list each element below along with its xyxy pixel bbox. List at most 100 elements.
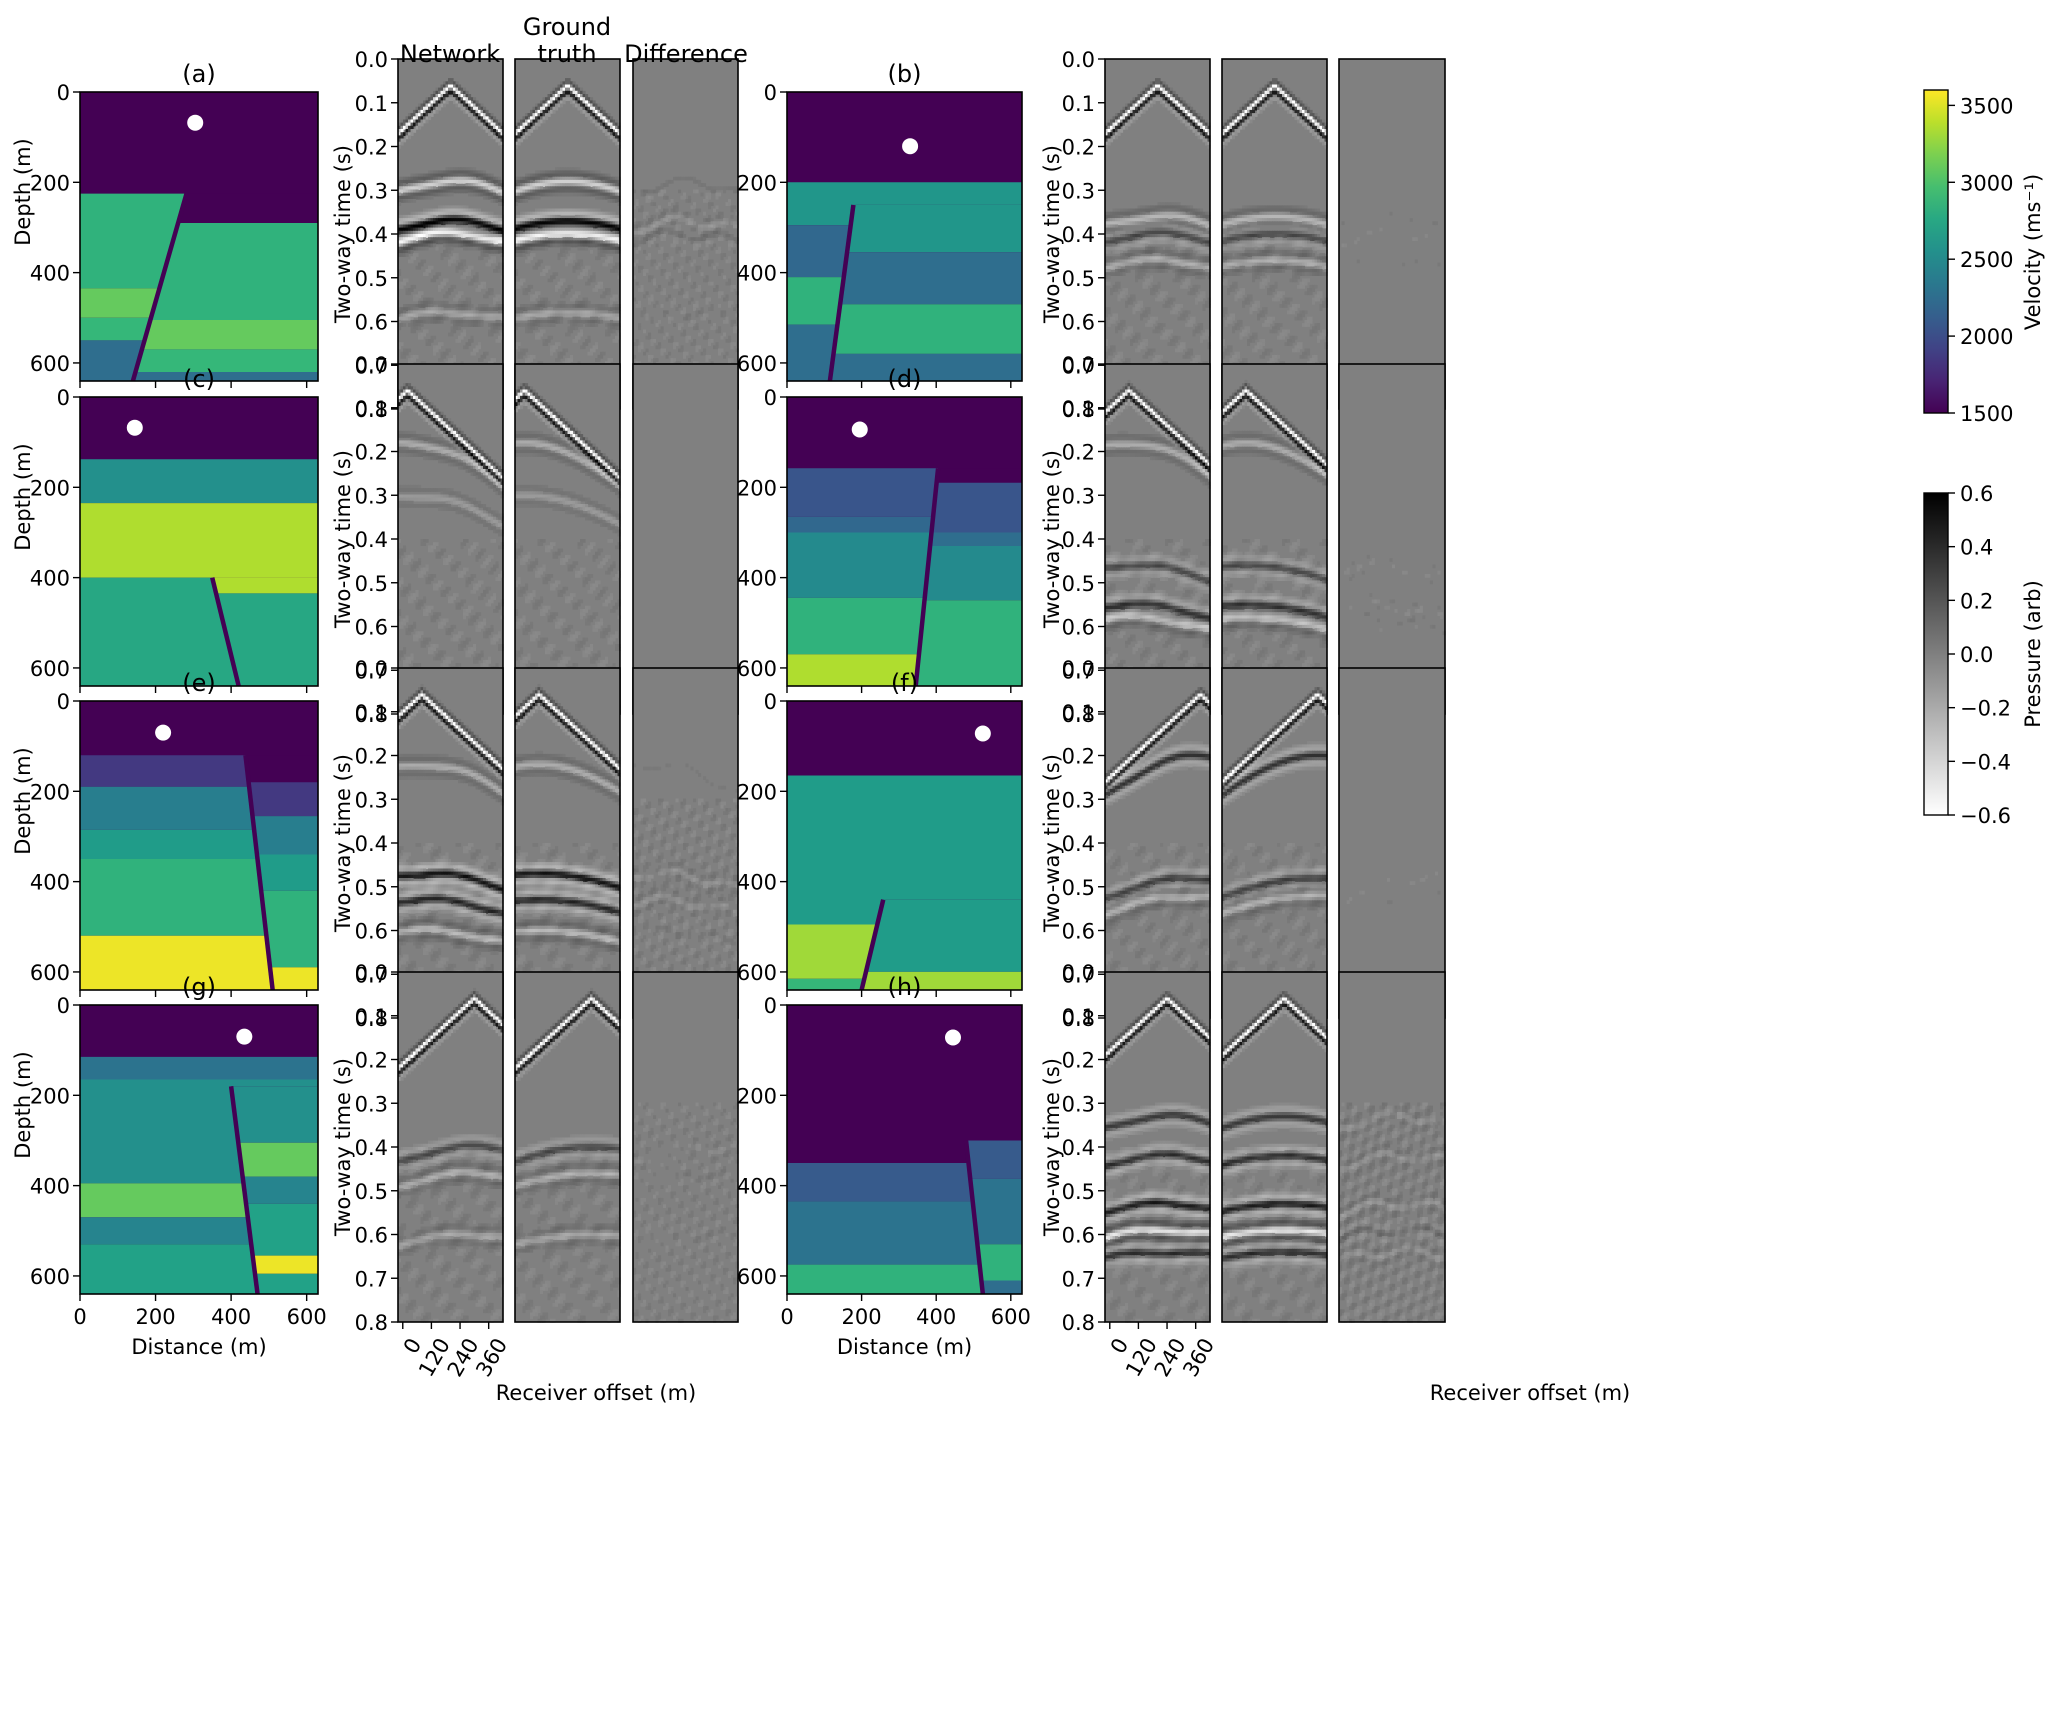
seismic-sample bbox=[648, 301, 651, 305]
seismic-sample bbox=[461, 266, 464, 270]
seismic-sample bbox=[456, 269, 459, 273]
time-tick-label: 0.3 bbox=[355, 179, 388, 203]
seismic-sample bbox=[683, 234, 686, 238]
seismic-sample bbox=[656, 266, 659, 270]
seismic-sample bbox=[600, 320, 603, 324]
seismic-sample bbox=[718, 295, 721, 299]
seismic-sample bbox=[595, 288, 598, 292]
seismic-sample bbox=[451, 333, 454, 337]
seismic-sample bbox=[481, 358, 484, 362]
seismic-sample bbox=[498, 269, 501, 273]
seismic-sample bbox=[491, 291, 494, 295]
seismic-sample bbox=[1115, 135, 1118, 139]
seismic-sample bbox=[483, 285, 486, 289]
seismic-sample bbox=[538, 336, 541, 340]
seismic-sample bbox=[696, 269, 699, 273]
seismic-sample bbox=[696, 212, 699, 216]
velocity-layer bbox=[80, 92, 318, 194]
seismic-sample bbox=[593, 279, 596, 283]
seismic-sample bbox=[575, 339, 578, 343]
seismic-sample bbox=[661, 304, 664, 308]
depth-axis-label: Depth (m) bbox=[11, 138, 35, 245]
velocity-layer bbox=[142, 320, 318, 349]
seismic-sample bbox=[458, 326, 461, 330]
seismic-sample bbox=[523, 253, 526, 257]
seismic-sample bbox=[471, 282, 474, 286]
seismic-sample bbox=[718, 272, 721, 276]
seismic-sample bbox=[600, 285, 603, 289]
seismic-sample bbox=[413, 199, 416, 203]
velocity-layer bbox=[830, 354, 1022, 381]
seismic-sample bbox=[451, 193, 454, 197]
seismic-sample bbox=[723, 190, 726, 194]
seismic-sample bbox=[643, 215, 646, 219]
seismic-sample bbox=[643, 352, 646, 356]
seismic-sample bbox=[718, 304, 721, 308]
seismic-sample bbox=[651, 320, 654, 324]
seismic-sample bbox=[588, 282, 591, 286]
seismic-sample bbox=[691, 263, 694, 267]
seismic-sample bbox=[530, 330, 533, 334]
source-marker bbox=[902, 138, 918, 154]
seismic-sample bbox=[585, 272, 588, 276]
seismic-sample bbox=[545, 342, 548, 346]
seismic-sample bbox=[413, 330, 416, 334]
seismic-sample bbox=[491, 333, 494, 337]
seismic-sample bbox=[446, 317, 449, 321]
seismic-sample bbox=[731, 345, 734, 349]
seismic-sample bbox=[553, 323, 556, 327]
seismic-sample bbox=[563, 295, 566, 299]
seismic-sample bbox=[721, 256, 724, 260]
seismic-sample bbox=[653, 304, 656, 308]
seismic-sample bbox=[498, 339, 501, 343]
seismic-sample bbox=[711, 307, 714, 311]
seismic-sample bbox=[701, 193, 704, 197]
seismic-sample bbox=[401, 285, 404, 289]
seismic-sample bbox=[555, 288, 558, 292]
seismic-sample bbox=[663, 256, 666, 260]
seismic-sample bbox=[661, 330, 664, 334]
seismic-sample bbox=[535, 266, 538, 270]
seismic-sample bbox=[708, 205, 711, 209]
seismic-sample bbox=[535, 326, 538, 330]
seismic-sample bbox=[428, 342, 431, 346]
seismic-sample bbox=[638, 326, 641, 330]
seismic-sample bbox=[421, 336, 424, 340]
seismic-sample bbox=[643, 272, 646, 276]
seismic-sample bbox=[708, 320, 711, 324]
seismic-sample bbox=[558, 256, 561, 260]
seismic-sample bbox=[496, 330, 499, 334]
time-tick-label: 0.2 bbox=[355, 136, 388, 160]
seismic-sample bbox=[731, 266, 734, 270]
seismic-sample bbox=[671, 180, 674, 184]
seismic-sample bbox=[648, 358, 651, 362]
seismic-sample bbox=[711, 282, 714, 286]
seismic-sample bbox=[476, 279, 479, 283]
seismic-sample bbox=[418, 126, 421, 130]
depth-tick-label: 400 bbox=[30, 262, 70, 286]
seismic-sample bbox=[703, 212, 706, 216]
seismic-sample bbox=[663, 314, 666, 318]
seismic-sample bbox=[528, 260, 531, 264]
seismic-sample bbox=[688, 199, 691, 203]
seismic-sample bbox=[466, 345, 469, 349]
time-tick-label: 0.4 bbox=[355, 223, 388, 247]
seismic-sample bbox=[696, 349, 699, 353]
source-marker bbox=[187, 115, 203, 131]
seismic-sample bbox=[580, 275, 583, 279]
seismic-sample bbox=[418, 266, 421, 270]
seismic-sample bbox=[560, 104, 563, 108]
seismic-sample bbox=[595, 323, 598, 327]
seismic-sample bbox=[543, 120, 546, 124]
seismic-sample bbox=[615, 298, 618, 302]
seismic-sample bbox=[648, 279, 651, 283]
seismic-sample bbox=[468, 272, 471, 276]
seismic-sample bbox=[663, 237, 666, 241]
seismic-sample bbox=[641, 288, 644, 292]
seismic-sample bbox=[643, 295, 646, 299]
seismic-sample bbox=[696, 190, 699, 194]
seismic-sample bbox=[708, 342, 711, 346]
seismic-sample bbox=[473, 352, 476, 356]
seismic-sample bbox=[733, 307, 736, 311]
